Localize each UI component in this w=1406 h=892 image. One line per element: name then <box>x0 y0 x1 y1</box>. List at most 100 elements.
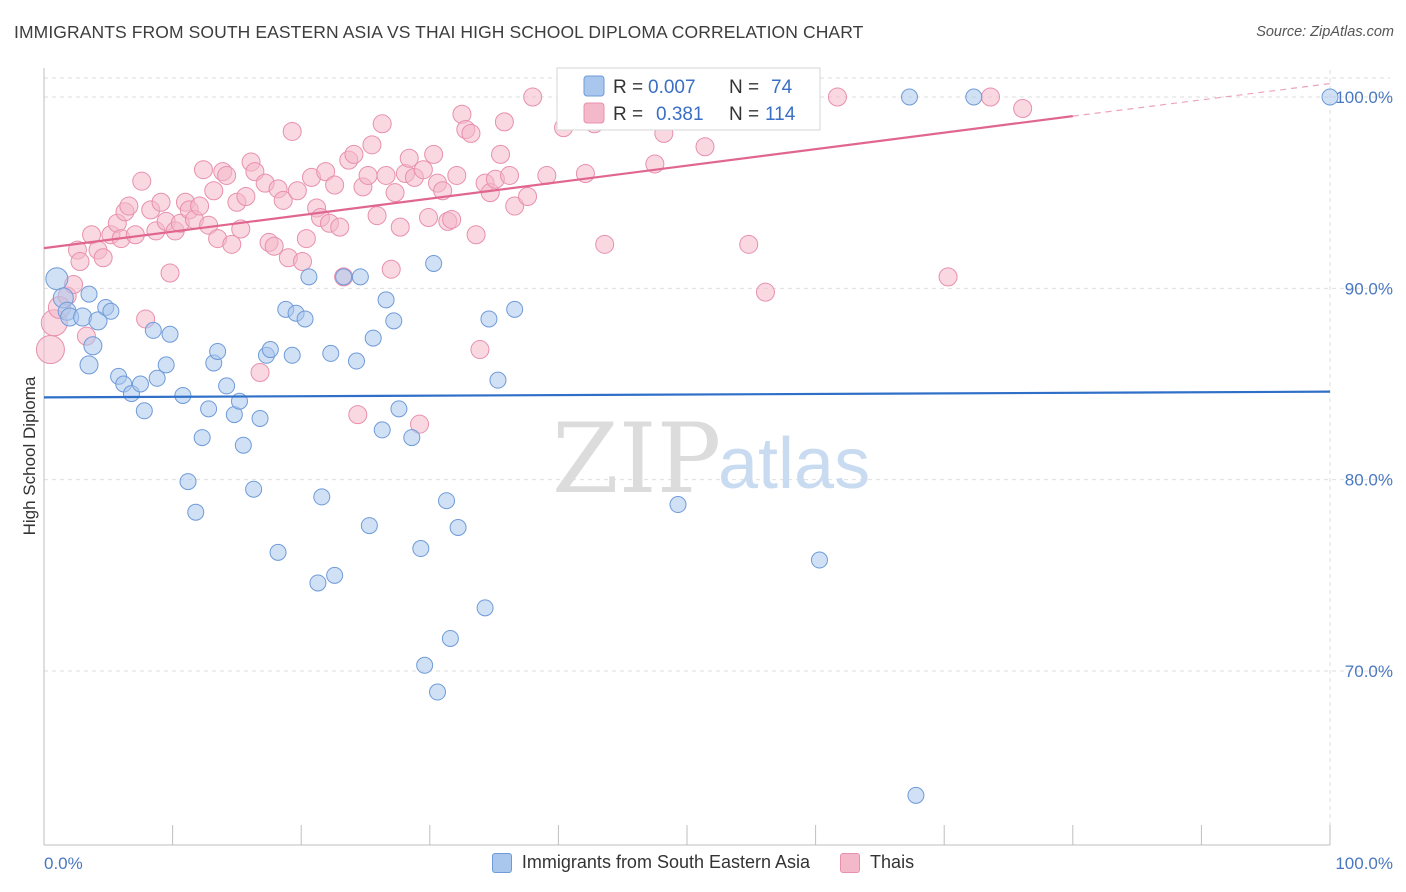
data-point <box>449 519 467 536</box>
data-point <box>470 340 490 360</box>
data-point <box>433 181 453 201</box>
data-point <box>412 540 430 558</box>
watermark: ZIP atlas <box>552 403 870 515</box>
tick-labels: 70.0% 80.0% 90.0% 100.0% 0.0% 100.0% <box>44 88 1393 873</box>
chart-title: IMMIGRANTS FROM SOUTH EASTERN ASIA VS TH… <box>14 22 864 42</box>
data-point <box>300 268 318 286</box>
data-point <box>399 148 419 168</box>
data-point <box>827 87 847 107</box>
data-point <box>755 282 775 302</box>
data-point <box>367 206 387 226</box>
data-point <box>461 123 481 143</box>
data-point <box>251 409 269 427</box>
data-point <box>161 325 179 343</box>
data-point <box>326 566 344 584</box>
legend-blue-r-label: R = <box>613 77 643 98</box>
data-point <box>429 683 447 701</box>
data-point <box>476 599 494 617</box>
data-point <box>132 171 152 191</box>
legend-swatch-blue <box>491 852 512 873</box>
data-point <box>385 312 403 330</box>
data-point <box>907 786 925 804</box>
data-point <box>313 488 331 506</box>
data-point <box>518 186 538 206</box>
legend-blue-swatch <box>583 75 605 97</box>
data-point <box>505 196 525 216</box>
data-point <box>148 369 166 387</box>
data-point <box>447 165 467 185</box>
data-point <box>83 336 103 356</box>
series-legend: Immigrants from South Eastern Asia Thais <box>0 852 1406 873</box>
y-tick-label: 80.0% <box>1345 471 1393 490</box>
data-point <box>385 183 405 203</box>
data-point <box>403 429 421 447</box>
data-point <box>442 209 462 229</box>
data-point <box>410 414 430 434</box>
data-point <box>322 344 340 362</box>
data-point <box>309 574 327 592</box>
legend-label-sea-immigrants: Immigrants from South Eastern Asia <box>521 852 811 872</box>
trend-line-thais-extension <box>1072 83 1331 117</box>
data-point <box>351 268 369 286</box>
data-point <box>1013 98 1033 118</box>
data-point <box>236 186 256 206</box>
data-point <box>190 196 210 216</box>
thais-points <box>35 87 1033 434</box>
legend-pink-r-value: 0.381 <box>656 104 704 125</box>
data-point <box>102 302 120 320</box>
data-point <box>193 160 213 180</box>
data-point <box>344 144 364 164</box>
data-point <box>362 135 382 155</box>
x-tick-label: 0.0% <box>44 854 83 873</box>
data-point <box>381 259 401 279</box>
data-point <box>377 291 395 309</box>
legend-swatch-pink <box>840 852 861 873</box>
data-point <box>250 363 270 383</box>
data-point <box>119 196 139 216</box>
x-tick-label: 100.0% <box>1335 854 1393 873</box>
data-point <box>222 234 242 254</box>
data-point <box>292 252 312 272</box>
data-point <box>93 248 113 268</box>
legend-blue-r-value: 0.007 <box>648 77 696 98</box>
data-point <box>424 144 444 164</box>
data-point <box>980 87 1000 107</box>
data-point <box>151 192 171 212</box>
data-point <box>264 236 284 256</box>
trend-line-sea-immigrants <box>43 390 1331 399</box>
data-point <box>296 229 316 249</box>
data-point <box>79 355 99 375</box>
trend-line-thais <box>43 115 1073 250</box>
data-point <box>491 144 511 164</box>
data-point <box>419 208 439 228</box>
data-point <box>739 234 759 254</box>
data-point <box>261 341 279 359</box>
chart-source: Source: ZipAtlas.com <box>1256 24 1394 40</box>
data-point <box>480 310 498 328</box>
data-point <box>209 342 227 360</box>
data-point <box>376 165 396 185</box>
data-point <box>204 181 224 201</box>
data-point <box>360 517 378 535</box>
data-point <box>489 371 507 389</box>
data-point <box>523 87 543 107</box>
data-point <box>1321 88 1339 106</box>
data-point <box>900 88 918 106</box>
data-point <box>157 356 175 374</box>
data-point <box>282 121 302 141</box>
data-point <box>938 267 958 287</box>
data-point <box>187 503 205 521</box>
legend-pink-r-label: R = <box>613 104 643 125</box>
data-point <box>200 400 218 418</box>
stats-legend: R = 0.007 N = 74 R = 0.381 N = 114 <box>556 67 821 131</box>
data-point <box>80 285 98 303</box>
data-point <box>390 400 408 418</box>
data-point <box>695 137 715 157</box>
data-point <box>174 386 192 404</box>
data-point <box>669 496 687 514</box>
legend-pink-n-value: 114 <box>765 104 796 125</box>
data-point <box>413 160 433 180</box>
data-point <box>35 335 65 365</box>
data-point <box>506 300 524 318</box>
data-point <box>500 165 520 185</box>
